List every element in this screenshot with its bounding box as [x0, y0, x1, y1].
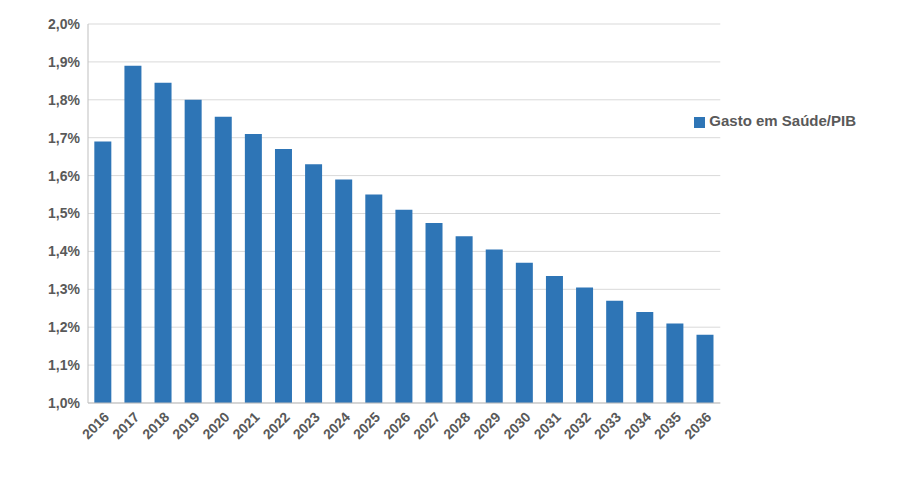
- svg-text:1,8%: 1,8%: [48, 92, 80, 108]
- svg-text:1,1%: 1,1%: [48, 357, 80, 373]
- svg-text:2026: 2026: [380, 409, 413, 442]
- svg-text:1,7%: 1,7%: [48, 130, 80, 146]
- svg-text:1,9%: 1,9%: [48, 54, 80, 70]
- svg-text:2022: 2022: [260, 409, 293, 442]
- svg-text:2032: 2032: [561, 409, 594, 442]
- svg-text:2023: 2023: [290, 409, 323, 442]
- svg-text:1,5%: 1,5%: [48, 205, 80, 221]
- svg-text:2027: 2027: [410, 409, 443, 442]
- svg-text:2030: 2030: [500, 409, 533, 442]
- svg-text:2019: 2019: [169, 409, 202, 442]
- svg-text:2029: 2029: [470, 409, 503, 442]
- svg-text:2021: 2021: [229, 409, 262, 442]
- svg-text:2033: 2033: [591, 409, 624, 442]
- svg-text:1,3%: 1,3%: [48, 281, 80, 297]
- svg-text:2025: 2025: [350, 409, 383, 442]
- svg-text:2034: 2034: [621, 409, 654, 442]
- svg-text:2031: 2031: [530, 409, 563, 442]
- svg-text:2,0%: 2,0%: [48, 16, 80, 32]
- svg-text:2020: 2020: [199, 409, 232, 442]
- svg-text:2028: 2028: [440, 409, 473, 442]
- svg-text:2035: 2035: [651, 409, 684, 442]
- svg-text:2017: 2017: [109, 409, 142, 442]
- svg-text:1,4%: 1,4%: [48, 243, 80, 259]
- svg-text:2016: 2016: [79, 409, 112, 442]
- svg-text:1,2%: 1,2%: [48, 319, 80, 335]
- svg-text:1,6%: 1,6%: [48, 168, 80, 184]
- svg-text:2018: 2018: [139, 409, 172, 442]
- svg-text:2024: 2024: [320, 409, 353, 442]
- svg-text:2036: 2036: [681, 409, 714, 442]
- html-text:Gasto em Saúde/PIB: Gasto em Saúde/PIB: [709, 112, 856, 129]
- svg-text:1,0%: 1,0%: [48, 395, 80, 411]
